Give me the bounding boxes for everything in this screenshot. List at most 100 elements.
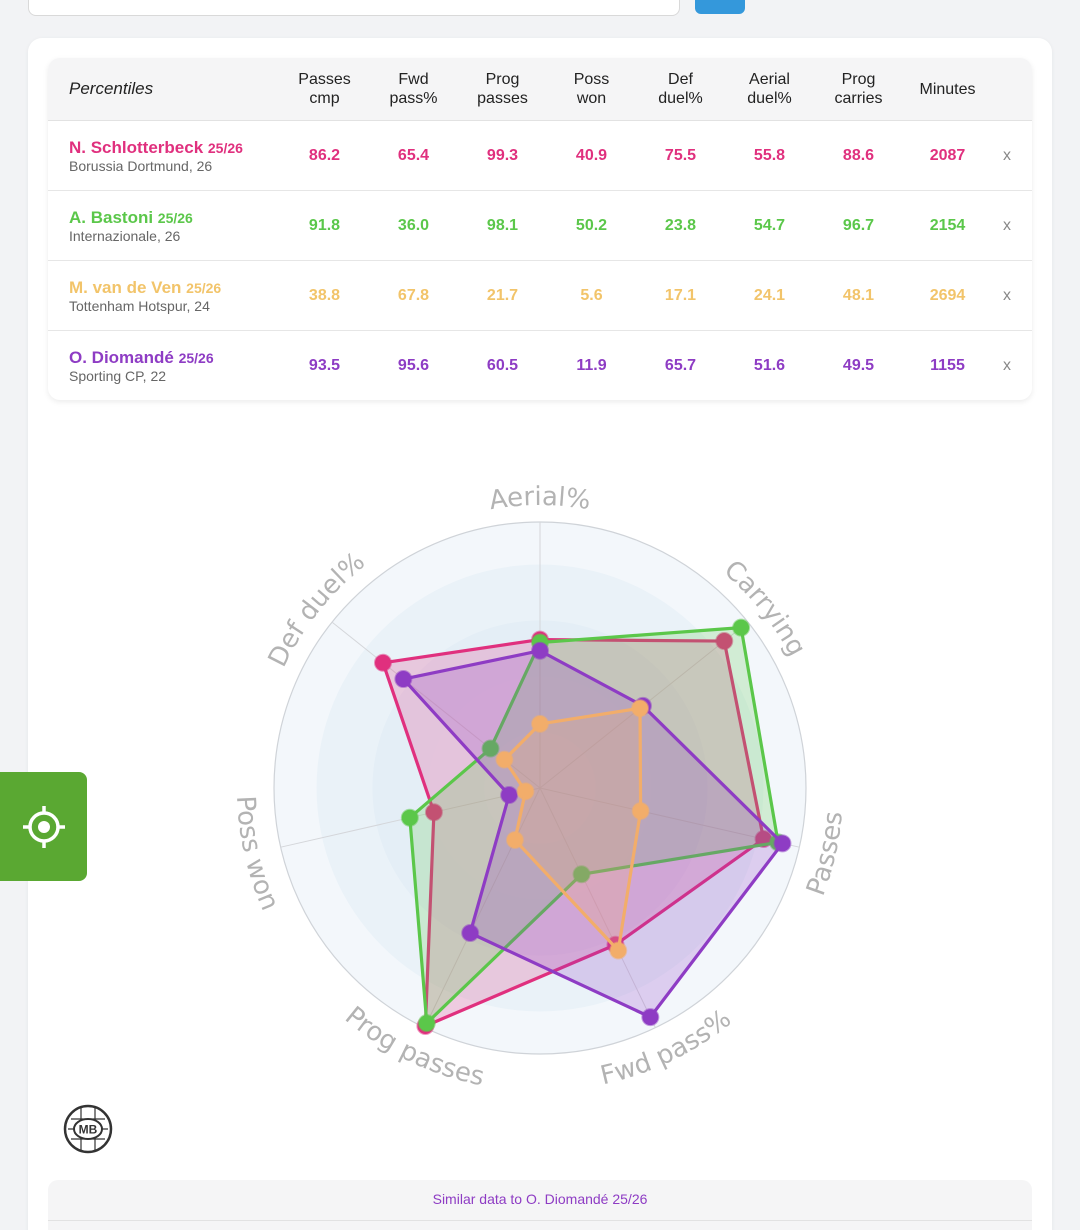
percentile-value: 51.6 — [753, 357, 786, 374]
table-row[interactable]: M. van de Ven 25/26 Tottenham Hotspur, 24… — [48, 261, 1032, 331]
radar-point — [516, 782, 535, 801]
logo: MB — [63, 1104, 113, 1154]
percentile-value: 5.6 — [580, 286, 603, 304]
radar-point — [417, 1014, 436, 1033]
percentile-value: 86.2 — [308, 146, 341, 164]
player-name[interactable]: O. Diomandé — [69, 348, 174, 367]
percentile-value: 60.5 — [486, 357, 519, 374]
player-name[interactable]: N. Schlotterbeck — [69, 137, 204, 157]
percentile-value: 99.3 — [486, 146, 519, 164]
radar-point — [481, 739, 500, 758]
col-header[interactable]: Def duel% — [658, 71, 703, 107]
percentile-value: 38.8 — [308, 286, 341, 304]
player-season: 25/26 — [207, 139, 243, 156]
remove-player-button[interactable]: x — [1003, 146, 1011, 164]
radar-point — [572, 865, 591, 884]
percentile-value: 49.5 — [842, 357, 875, 374]
radar-point — [531, 641, 549, 660]
player-cell[interactable]: M. van de Ven 25/26 Tottenham Hotspur, 24 — [48, 278, 280, 314]
col-header[interactable]: Prog carries — [834, 71, 883, 107]
col-header[interactable]: Prog passes — [477, 71, 528, 107]
minutes-value: 2154 — [929, 216, 966, 234]
radar-point — [715, 632, 734, 651]
percentile-value: 54.7 — [753, 216, 786, 234]
radar-point — [631, 801, 650, 820]
percentile-value: 88.6 — [842, 146, 875, 164]
col-header[interactable]: Passes cmp — [298, 71, 351, 107]
player-cell[interactable]: O. Diomandé 25/26 Sporting CP, 22 — [48, 348, 280, 384]
percentile-value: 48.1 — [842, 286, 875, 304]
player-cell[interactable]: N. Schlotterbeck 25/26 Borussia Dortmund,… — [48, 138, 280, 174]
radar-point — [461, 923, 480, 942]
radar-point — [531, 714, 549, 733]
logo-text: MB — [79, 1123, 98, 1137]
percentile-value: 65.7 — [664, 357, 697, 374]
radar-point — [773, 834, 792, 853]
percentile-value: 96.7 — [842, 216, 875, 234]
radar-point — [394, 670, 413, 689]
radar-axis-label: Aerial% — [487, 482, 592, 516]
percentile-value: 95.6 — [397, 357, 430, 374]
radar-point — [641, 1008, 660, 1027]
col-header[interactable]: Fwd pass% — [389, 71, 438, 107]
minutes-value: 2087 — [929, 146, 966, 164]
percentile-value: 17.1 — [664, 286, 697, 304]
table-row[interactable]: N. Schlotterbeck 25/26 Borussia Dortmund,… — [48, 121, 1032, 191]
table-row[interactable]: O. Diomandé 25/26 Sporting CP, 22 93.5 95.6… — [48, 331, 1032, 400]
percentile-value: 65.4 — [397, 146, 430, 164]
player-season: 25/26 — [157, 209, 193, 226]
percentile-value: 50.2 — [575, 216, 608, 234]
percentile-value: 75.5 — [664, 146, 697, 164]
percentile-value: 11.9 — [576, 357, 607, 374]
remove-player-button[interactable]: x — [1003, 286, 1011, 304]
radar-point — [609, 941, 628, 960]
player-club: Borussia Dortmund, 26 — [69, 157, 213, 174]
player-season: 25/26 — [186, 279, 222, 296]
radar-point — [500, 786, 519, 805]
target-icon — [22, 805, 65, 848]
radar-point — [373, 653, 392, 672]
radar-point — [732, 618, 751, 637]
search-button[interactable] — [695, 0, 745, 14]
percentile-value: 21.7 — [486, 286, 519, 304]
col-header-minutes[interactable]: Minutes — [919, 80, 976, 98]
table-row[interactable]: A. Bastoni 25/26 Internazionale, 26 91.8 36… — [48, 191, 1032, 261]
percentile-value: 40.9 — [575, 146, 608, 164]
player-club: Internazionale, 26 — [69, 227, 181, 244]
similar-section: Similar data to O. Diomandé 25/26 — [48, 1180, 1032, 1230]
col-header[interactable]: Poss won — [573, 71, 610, 107]
percentiles-table: Percentiles Passes cmp Fwd pass% Prog passe… — [48, 58, 1032, 400]
player-club: Sporting CP, 22 — [69, 368, 167, 384]
player-club: Tottenham Hotspur, 24 — [69, 297, 210, 314]
player-name[interactable]: A. Bastoni — [69, 207, 154, 227]
percentile-value: 23.8 — [664, 216, 697, 234]
settings-button[interactable] — [0, 772, 87, 881]
similar-title: Similar data to O. Diomandé 25/26 — [432, 1191, 648, 1207]
radar-point — [495, 750, 514, 769]
radar-spoke — [539, 787, 656, 1028]
percentile-value: 93.5 — [308, 357, 341, 374]
search-input[interactable] — [28, 0, 680, 16]
percentile-value: 67.8 — [397, 286, 430, 304]
percentile-value: 55.8 — [753, 146, 786, 164]
radar-point — [424, 803, 443, 822]
minutes-value: 2694 — [929, 286, 966, 304]
remove-player-button[interactable]: x — [1003, 216, 1011, 234]
table-header: Percentiles Passes cmp Fwd pass% Prog passe… — [48, 58, 1032, 121]
radar-point — [400, 808, 419, 827]
header-percentiles: Percentiles — [69, 79, 154, 98]
player-season: 25/26 — [178, 350, 214, 366]
percentile-value: 98.1 — [486, 216, 519, 234]
radar-point — [631, 699, 650, 718]
minutes-value: 1155 — [930, 357, 965, 374]
player-name[interactable]: M. van de Ven — [69, 277, 182, 297]
radar-spoke — [424, 787, 541, 1028]
percentile-value: 24.1 — [753, 286, 786, 304]
radar-point — [505, 831, 524, 850]
radar-series — [401, 649, 785, 1019]
col-header[interactable]: Aerial duel% — [747, 71, 792, 107]
player-cell[interactable]: A. Bastoni 25/26 Internazionale, 26 — [48, 208, 280, 244]
remove-player-button[interactable]: x — [1003, 357, 1011, 374]
percentile-value: 91.8 — [308, 216, 341, 234]
